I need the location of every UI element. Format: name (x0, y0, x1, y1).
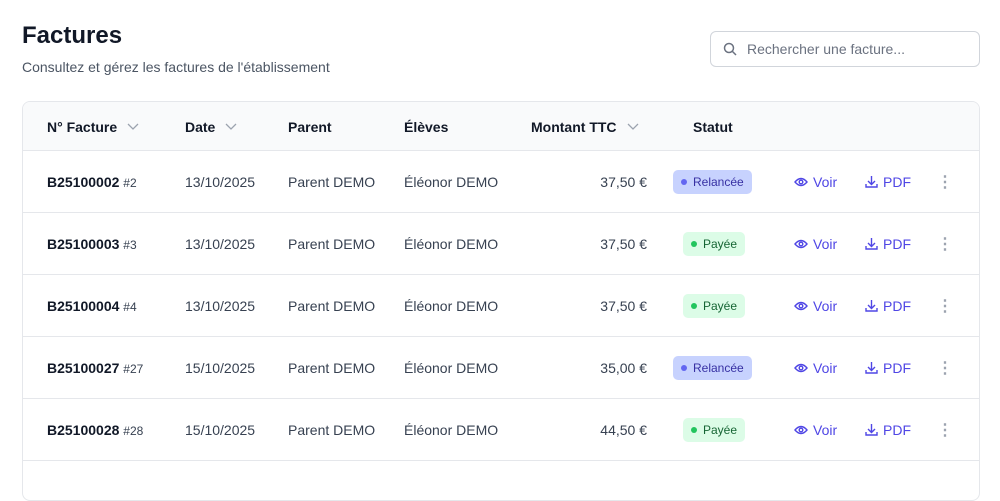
search-input[interactable] (747, 41, 967, 57)
status-badge: Relancée (673, 169, 752, 194)
invoice-date: 13/10/2025 (185, 235, 256, 252)
download-icon (865, 300, 878, 312)
download-icon (865, 238, 878, 250)
invoice-amount: 37,50 € (600, 297, 647, 314)
invoice-parent: Parent DEMO (288, 359, 376, 376)
invoice-date: 15/10/2025 (185, 421, 256, 438)
col-date[interactable]: Date (185, 119, 237, 135)
search-box[interactable] (710, 31, 980, 67)
eye-icon (794, 301, 808, 310)
chevron-down-icon (627, 123, 638, 130)
invoice-parent: Parent DEMO (288, 297, 376, 314)
page-subtitle: Consultez et gérez les factures de l'éta… (22, 59, 330, 75)
table-row: B25100002 #2 13/10/2025 Parent DEMO Éléo… (23, 151, 979, 213)
more-options-icon[interactable]: ⋮ (937, 359, 953, 377)
eye-icon (794, 177, 808, 186)
table-row: B25100003 #3 13/10/2025 Parent DEMO Éléo… (23, 213, 979, 275)
status-dot-icon (691, 240, 697, 247)
status-dot-icon (691, 302, 697, 309)
invoice-students: Éléonor DEMO (404, 359, 499, 376)
invoice-parent: Parent DEMO (288, 173, 376, 190)
view-button[interactable]: Voir (794, 298, 837, 314)
status-dot-icon (681, 364, 687, 371)
col-number[interactable]: N° Facture (47, 119, 139, 135)
col-status: Statut (693, 119, 733, 135)
download-icon (865, 424, 878, 436)
col-parent: Parent (288, 119, 332, 135)
invoice-date: 13/10/2025 (185, 297, 256, 314)
invoice-students: Éléonor DEMO (404, 173, 499, 190)
invoice-amount: 44,50 € (600, 421, 647, 438)
invoice-number: B25100027 #27 (47, 359, 144, 376)
col-label: Date (185, 119, 216, 135)
download-pdf-button[interactable]: PDF (865, 174, 911, 190)
download-pdf-button[interactable]: PDF (865, 298, 911, 314)
view-button[interactable]: Voir (794, 236, 837, 252)
col-amount[interactable]: Montant TTC (531, 119, 639, 135)
chevron-down-icon (225, 123, 237, 130)
view-button[interactable]: Voir (794, 422, 837, 438)
status-badge: Relancée (673, 355, 752, 380)
invoice-amount: 35,00 € (600, 359, 647, 376)
invoice-students: Éléonor DEMO (404, 421, 499, 438)
status-badge: Payée (683, 293, 746, 318)
download-icon (865, 176, 878, 188)
more-options-icon[interactable]: ⋮ (937, 235, 953, 253)
status-dot-icon (681, 178, 687, 185)
eye-icon (794, 239, 808, 248)
eye-icon (794, 425, 808, 434)
invoice-amount: 37,50 € (600, 235, 647, 252)
download-pdf-button[interactable]: PDF (865, 236, 911, 252)
invoice-date: 13/10/2025 (185, 173, 256, 190)
status-badge: Payée (683, 417, 746, 442)
col-label: N° Facture (47, 119, 118, 135)
invoice-number: B25100003 #3 (47, 235, 137, 252)
eye-icon (794, 363, 808, 372)
invoice-date: 15/10/2025 (185, 359, 256, 376)
table-row: B25100028 #28 15/10/2025 Parent DEMO Élé… (23, 399, 979, 461)
search-icon (723, 42, 737, 56)
col-label: Montant TTC (531, 119, 617, 135)
invoice-parent: Parent DEMO (288, 235, 376, 252)
download-pdf-button[interactable]: PDF (865, 422, 911, 438)
invoice-number: B25100028 #28 (47, 421, 144, 438)
download-icon (865, 362, 878, 374)
invoice-parent: Parent DEMO (288, 421, 376, 438)
more-options-icon[interactable]: ⋮ (937, 297, 953, 315)
table-header: N° Facture Date Parent Élèves Montant TT… (23, 102, 979, 151)
invoice-number: B25100002 #2 (47, 173, 137, 190)
table-row: B25100004 #4 13/10/2025 Parent DEMO Éléo… (23, 275, 979, 337)
chevron-down-icon (127, 123, 139, 130)
view-button[interactable]: Voir (794, 174, 837, 190)
more-options-icon[interactable]: ⋮ (937, 173, 953, 191)
status-badge: Payée (683, 231, 746, 256)
status-dot-icon (691, 426, 697, 433)
table-row: B25100027 #27 15/10/2025 Parent DEMO Élé… (23, 337, 979, 399)
invoice-amount: 37,50 € (600, 173, 647, 190)
view-button[interactable]: Voir (794, 360, 837, 376)
invoices-table: N° Facture Date Parent Élèves Montant TT… (22, 101, 980, 501)
more-options-icon[interactable]: ⋮ (937, 421, 953, 439)
invoice-students: Éléonor DEMO (404, 297, 499, 314)
col-students: Élèves (404, 119, 449, 135)
invoice-number: B25100004 #4 (47, 297, 137, 314)
download-pdf-button[interactable]: PDF (865, 360, 911, 376)
invoice-students: Éléonor DEMO (404, 235, 499, 252)
page-title: Factures (22, 22, 123, 49)
